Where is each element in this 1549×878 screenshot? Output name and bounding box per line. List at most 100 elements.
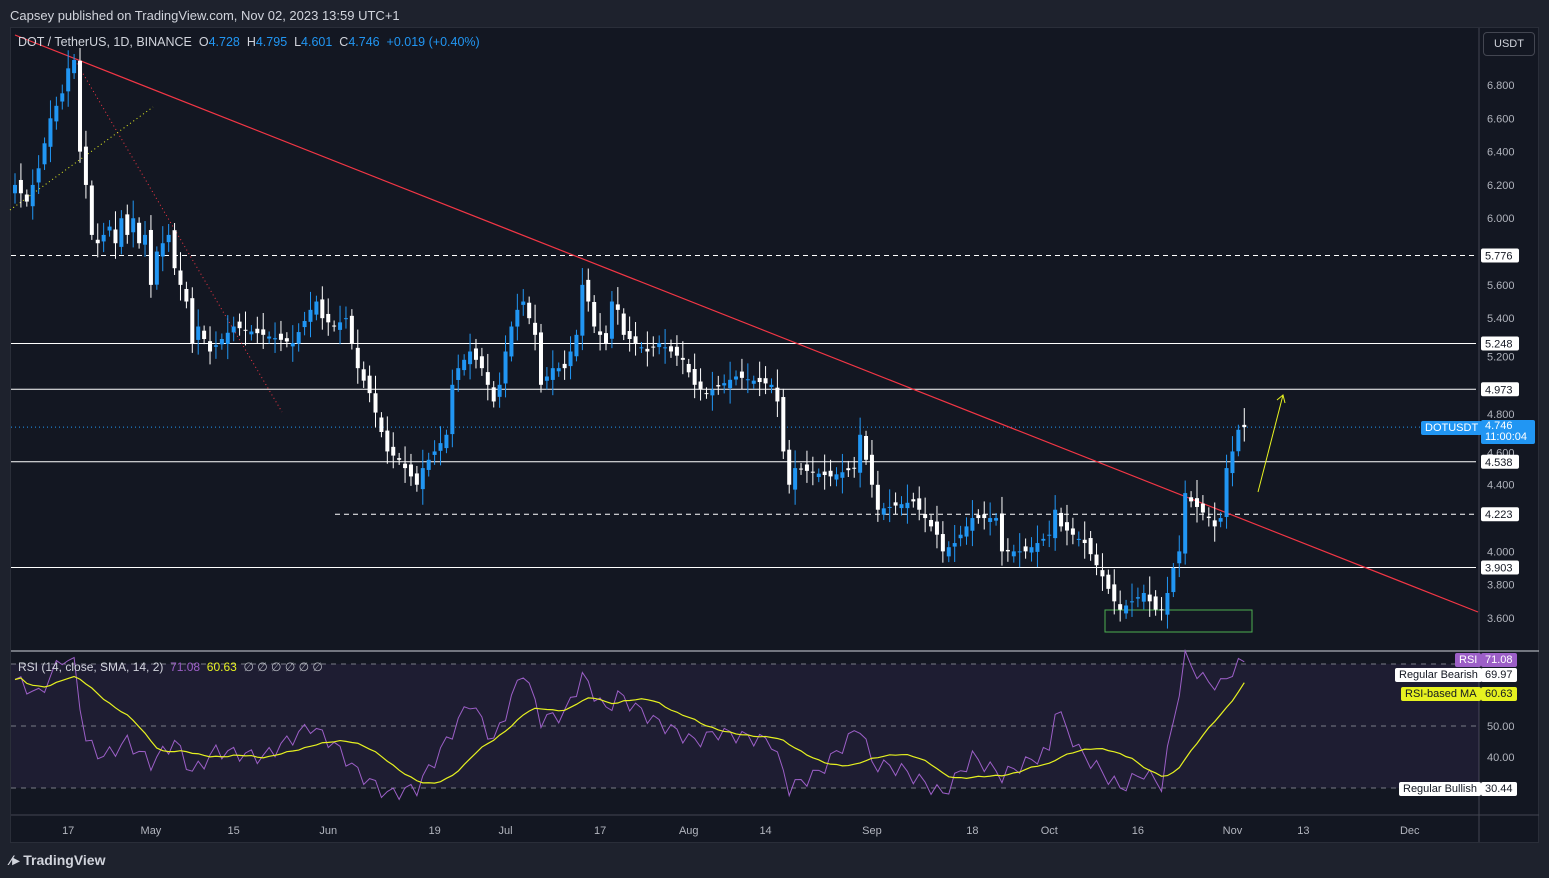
candle-down [704, 393, 709, 395]
candle-up [338, 322, 343, 330]
candle-up [793, 468, 798, 490]
candle-down [686, 363, 691, 373]
currency-button[interactable]: USDT [1483, 32, 1535, 56]
candle-down [621, 313, 626, 335]
candle-up [290, 343, 295, 347]
rsi-legend[interactable]: RSI (14, close, SMA, 14, 2) 71.08 60.63 … [18, 660, 323, 674]
candle-up [13, 184, 17, 194]
candle-up [444, 434, 449, 449]
candle-down [527, 302, 532, 319]
candle-up [1165, 593, 1170, 615]
candle-up [72, 60, 77, 74]
price-tick-label: 3.600 [1487, 613, 1515, 625]
candle-down [592, 302, 597, 327]
candle-up [1053, 509, 1058, 539]
bearish-value: 69.97 [1481, 668, 1517, 682]
candle-up [970, 518, 975, 531]
chart-frame[interactable] [10, 27, 1539, 843]
candle-up [657, 343, 662, 348]
candle-down [598, 331, 603, 335]
candle-down [1147, 594, 1152, 602]
candle-up [521, 301, 526, 305]
candle-down [1212, 520, 1217, 527]
candle-up [515, 309, 520, 327]
rsi-na-values: ∅ ∅ ∅ ∅ ∅ ∅ [243, 660, 323, 674]
candle-down [604, 333, 608, 344]
candle-up [48, 118, 53, 147]
candle-down [172, 230, 177, 269]
candle-down [633, 336, 638, 344]
candle-up [1124, 605, 1129, 614]
candle-up [728, 379, 733, 389]
candle-up [107, 226, 112, 231]
candle-up [213, 345, 218, 347]
candle-down [1242, 424, 1247, 428]
dotted-support-line [9, 106, 154, 211]
high-label: H [246, 35, 256, 49]
candle-down [255, 328, 260, 334]
symbol-price-tag: DOTUSDT [1421, 421, 1483, 435]
candle-down [1112, 584, 1117, 602]
candle-down [1153, 596, 1158, 610]
candle-down [190, 298, 195, 344]
candle-down [83, 146, 88, 185]
candle-up [994, 518, 999, 521]
time-tick-label: Dec [1400, 825, 1420, 837]
candle-down [538, 332, 543, 385]
candle-up [343, 318, 348, 320]
candle-down [261, 329, 266, 335]
level-tag-value: 5.776 [1485, 251, 1513, 263]
candle-up [225, 332, 230, 344]
candle-down [284, 338, 289, 342]
candle-down [485, 372, 490, 385]
candle-down [414, 473, 419, 485]
candle-down [846, 468, 851, 471]
candle-down [929, 519, 934, 527]
candle-down [1100, 570, 1105, 577]
candle-down [361, 369, 366, 381]
candle-down [645, 348, 650, 352]
arrow-head-icon [1276, 394, 1286, 404]
candle-down [692, 369, 697, 385]
price-tick-label: 5.600 [1487, 280, 1515, 292]
candle-down [562, 363, 567, 369]
logo-icon: ⁄▸ [10, 852, 24, 868]
candle-up [964, 526, 969, 537]
candle-down [332, 325, 337, 327]
price-tick-label: 4.400 [1487, 480, 1515, 492]
close-value: 4.746 [348, 35, 380, 49]
candle-up [568, 351, 573, 367]
close-label: C [339, 35, 349, 49]
candle-up [166, 234, 171, 243]
candle-down [403, 463, 408, 469]
candle-down [875, 484, 880, 510]
candle-up [196, 326, 201, 340]
candle-down [391, 446, 396, 456]
candle-down [1189, 497, 1194, 502]
candle-down [278, 333, 283, 340]
candle-up [273, 338, 278, 340]
time-tick-label: 15 [228, 825, 240, 837]
tradingview-logo[interactable]: ⁄▸ TradingView [10, 852, 105, 869]
candle-down [355, 347, 360, 369]
price-tick-label: 6.200 [1487, 180, 1515, 192]
candle-down [89, 185, 94, 235]
candle-up [54, 105, 59, 122]
candle-up [881, 508, 886, 515]
candle-up [160, 243, 165, 257]
candle-down [775, 387, 780, 402]
rsi-value: 71.08 [170, 660, 201, 674]
candle-down [864, 435, 869, 460]
level-tag [1481, 507, 1519, 522]
candle-up [1135, 597, 1140, 599]
candle-down [243, 329, 248, 331]
candle-down [18, 179, 23, 194]
rsi-line [14, 648, 1245, 801]
price-tick-label: 6.800 [1487, 80, 1515, 92]
time-tick-label: Aug [679, 825, 699, 837]
candle-down [804, 464, 809, 471]
candle-up [456, 368, 461, 380]
candle-down [367, 375, 372, 394]
candle-up [131, 218, 136, 233]
